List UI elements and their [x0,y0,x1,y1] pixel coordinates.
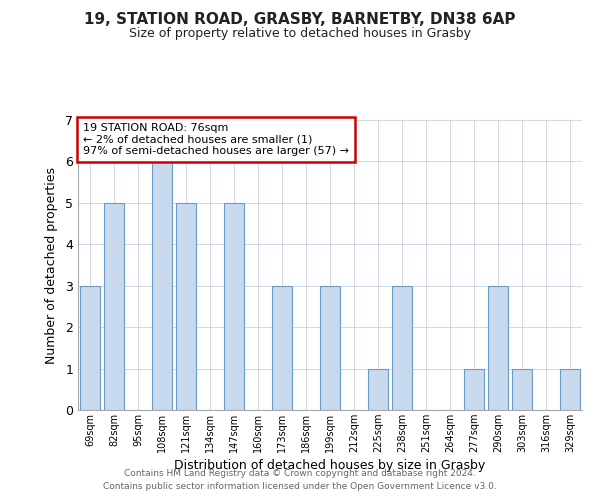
Bar [80,286,100,410]
Y-axis label: Number of detached properties: Number of detached properties [45,166,58,364]
Text: Contains public sector information licensed under the Open Government Licence v3: Contains public sector information licen… [103,482,497,491]
Bar [368,368,388,410]
Bar [488,286,508,410]
Text: Size of property relative to detached houses in Grasby: Size of property relative to detached ho… [129,28,471,40]
Bar [464,368,484,410]
Bar [512,368,532,410]
Bar [320,286,340,410]
Text: 19 STATION ROAD: 76sqm
← 2% of detached houses are smaller (1)
97% of semi-detac: 19 STATION ROAD: 76sqm ← 2% of detached … [83,123,349,156]
Text: Contains HM Land Registry data © Crown copyright and database right 2024.: Contains HM Land Registry data © Crown c… [124,468,476,477]
Bar [224,203,244,410]
Bar [272,286,292,410]
Bar [560,368,580,410]
Bar [392,286,412,410]
Text: 19, STATION ROAD, GRASBY, BARNETBY, DN38 6AP: 19, STATION ROAD, GRASBY, BARNETBY, DN38… [84,12,516,28]
Bar [104,203,124,410]
Bar [176,203,196,410]
Bar [152,162,172,410]
X-axis label: Distribution of detached houses by size in Grasby: Distribution of detached houses by size … [175,459,485,472]
